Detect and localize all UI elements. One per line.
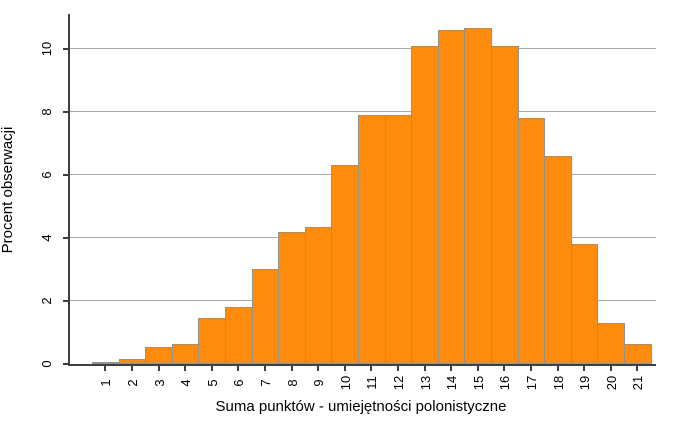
y-tick-0	[63, 363, 68, 365]
plot-area	[68, 14, 656, 366]
histogram-bar-8	[278, 231, 306, 364]
x-tick-6	[237, 366, 240, 371]
histogram-bar-2	[118, 359, 147, 364]
histogram-bar-14	[437, 29, 466, 364]
x-tick-label-11: 11	[363, 376, 379, 390]
x-tick-7	[263, 366, 266, 371]
x-tick-5	[210, 366, 213, 371]
histogram-bar-18	[544, 155, 572, 364]
x-tick-label-9: 9	[310, 379, 326, 387]
x-tick-label-21: 21	[629, 375, 645, 391]
x-tick-19	[583, 366, 586, 371]
x-tick-label-2: 2	[124, 379, 140, 387]
x-tick-2	[130, 366, 133, 371]
histogram-bar-12	[384, 114, 413, 364]
x-tick-label-19: 19	[576, 375, 592, 391]
y-tick-2	[63, 299, 68, 302]
x-tick-20	[609, 366, 612, 371]
y-tick-label-4: 4	[38, 234, 54, 242]
histogram-bar-21	[624, 343, 652, 364]
y-tick-6	[63, 173, 68, 176]
histogram-bar-3	[145, 346, 173, 364]
histogram-bar-16	[491, 45, 519, 364]
x-tick-label-15: 15	[470, 375, 486, 391]
x-tick-label-7: 7	[257, 379, 273, 387]
x-tick-15	[476, 366, 479, 371]
y-tick-4	[63, 236, 68, 239]
x-tick-18	[556, 366, 559, 371]
x-tick-11	[370, 366, 373, 371]
x-tick-13	[423, 366, 426, 371]
histogram-bar-20	[597, 323, 625, 364]
y-tick-label-6: 6	[38, 171, 54, 179]
x-tick-1	[104, 366, 107, 371]
x-tick-label-6: 6	[230, 379, 246, 387]
x-tick-label-12: 12	[390, 375, 406, 391]
x-tick-9	[317, 366, 320, 371]
x-tick-3	[157, 366, 160, 371]
y-tick-label-2: 2	[38, 297, 54, 305]
gridline-y10	[70, 48, 656, 50]
y-tick-label-8: 8	[38, 108, 54, 116]
x-tick-12	[396, 366, 399, 371]
histogram-bar-4	[171, 343, 200, 364]
x-tick-label-20: 20	[603, 375, 619, 391]
y-tick-8	[63, 110, 68, 113]
histogram-bar-15	[464, 28, 492, 364]
x-tick-label-17: 17	[523, 375, 539, 391]
y-tick-10	[63, 47, 68, 50]
x-tick-17	[529, 366, 532, 371]
gridline-y8	[70, 111, 656, 113]
x-tick-label-10: 10	[337, 375, 353, 391]
histogram-bar-5	[198, 318, 226, 364]
x-tick-4	[184, 366, 187, 371]
histogram-bar-11	[358, 114, 386, 364]
x-tick-label-13: 13	[417, 375, 432, 391]
x-axis-title: Suma punktów - umiejętności polonistyczn…	[215, 398, 507, 415]
histogram-bar-19	[570, 244, 599, 364]
x-tick-14	[450, 366, 453, 371]
x-tick-10	[343, 366, 346, 371]
histogram-bar-7	[251, 269, 280, 364]
x-tick-label-8: 8	[284, 379, 299, 387]
x-tick-label-14: 14	[443, 375, 459, 391]
x-tick-label-1: 1	[97, 379, 113, 387]
y-tick-label-0: 0	[38, 360, 54, 368]
x-tick-label-3: 3	[151, 379, 166, 387]
x-tick-16	[503, 366, 506, 371]
x-tick-label-18: 18	[550, 375, 565, 391]
x-tick-21	[636, 366, 639, 371]
x-tick-label-5: 5	[204, 379, 220, 387]
y-tick-label-10: 10	[38, 41, 54, 56]
histogram-bar-6	[225, 307, 253, 364]
histogram-bar-10	[331, 165, 359, 364]
x-tick-label-16: 16	[496, 375, 512, 391]
histogram-bar-9	[304, 226, 333, 364]
histogram-bar-1	[92, 362, 120, 364]
x-tick-label-4: 4	[177, 379, 193, 387]
histogram-bar-17	[517, 118, 546, 364]
x-tick-8	[290, 366, 293, 371]
y-axis-title: Procent obserwacji	[0, 126, 16, 254]
histogram-bar-13	[411, 45, 439, 364]
